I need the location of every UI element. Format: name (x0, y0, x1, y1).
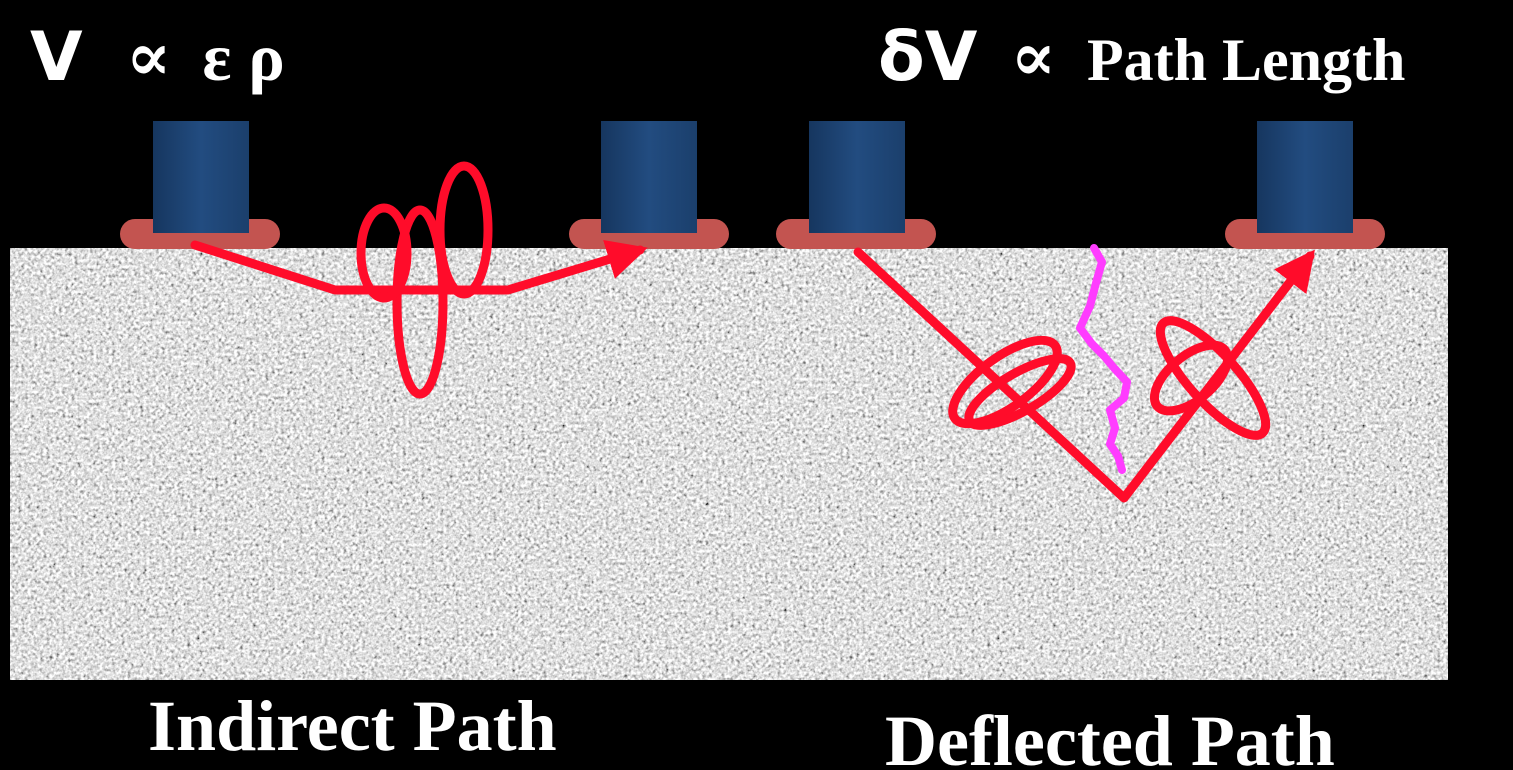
equation-left-terms: ε ρ (202, 19, 284, 95)
equation-left-variable: V (30, 18, 83, 97)
material-block (10, 248, 1448, 680)
transducer-4 (1225, 121, 1385, 249)
transducer-2 (569, 121, 729, 249)
caption-deflected-path: Deflected Path (885, 701, 1335, 770)
wave-oscillation (1149, 340, 1233, 416)
transducer-1 (120, 121, 280, 249)
indirect-wave-path (190, 161, 648, 399)
deflected-wave-path (853, 247, 1315, 503)
transducer-3 (776, 121, 936, 249)
wave-oscillation (392, 205, 448, 399)
equation-right-terms: Path Length (1087, 27, 1405, 93)
proportional-symbol: ∝ (1010, 19, 1056, 95)
wave-oscillation (964, 354, 1076, 430)
equation-left: V ∝ ε ρ (30, 18, 285, 97)
wave-oscillation (948, 335, 1062, 429)
caption-indirect-path: Indirect Path (148, 686, 557, 766)
wave-oscillation (435, 161, 493, 299)
wave-oscillation (356, 203, 412, 303)
crack-line (1076, 244, 1131, 474)
equation-right-variable: δV (878, 18, 978, 97)
proportional-symbol: ∝ (126, 19, 172, 95)
equation-right: δV ∝ Path Length (878, 18, 1405, 97)
